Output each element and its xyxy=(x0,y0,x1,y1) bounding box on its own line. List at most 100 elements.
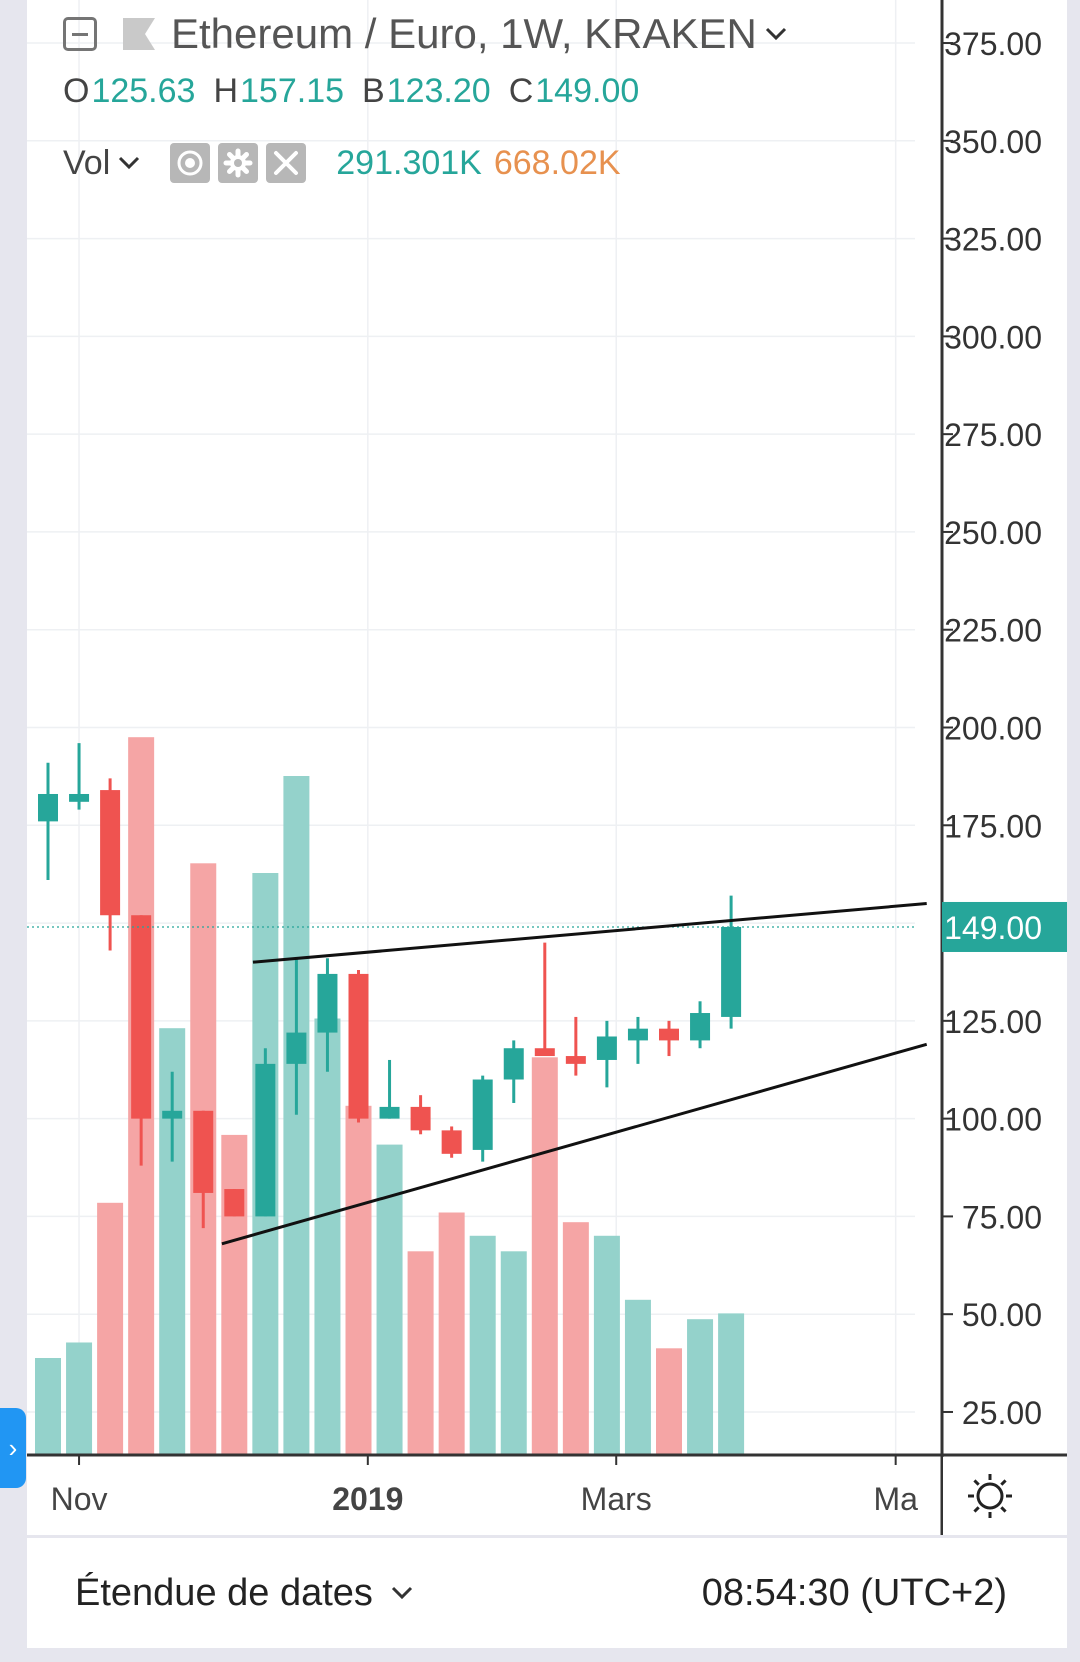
volume-label[interactable]: Vol xyxy=(63,143,111,182)
candle-body xyxy=(131,915,152,1119)
close-icon xyxy=(274,151,299,175)
y-tick-label: 225.00 xyxy=(944,613,1042,649)
candle xyxy=(131,915,152,1166)
candle-body xyxy=(100,790,121,916)
y-tick-label: 375.00 xyxy=(944,26,1042,62)
chevron-down-icon[interactable] xyxy=(765,27,787,41)
candle-body xyxy=(503,1048,524,1080)
trend-line xyxy=(252,902,927,964)
volume-value-up: 291.301K xyxy=(336,143,482,182)
y-tick-label: 125.00 xyxy=(944,1004,1042,1040)
volume-bar xyxy=(35,1358,61,1455)
volume-bar xyxy=(407,1251,434,1455)
visibility-button[interactable] xyxy=(170,143,211,183)
candle-body xyxy=(565,1056,586,1064)
x-tick-label: Nov xyxy=(51,1481,108,1517)
date-range-button[interactable]: Étendue de dates xyxy=(75,1572,413,1615)
y-tick-label: 75.00 xyxy=(962,1199,1042,1235)
candle xyxy=(379,1059,400,1119)
high-key: H xyxy=(213,71,239,110)
candle xyxy=(255,1048,276,1217)
candle-body xyxy=(441,1130,462,1154)
volume-bar xyxy=(624,1299,651,1455)
axis-corner xyxy=(943,1457,1067,1535)
candle-body xyxy=(472,1079,493,1150)
y-tick-label: 50.00 xyxy=(962,1297,1042,1333)
date-range-label: Étendue de dates xyxy=(75,1571,373,1614)
candle-body xyxy=(721,926,742,1017)
volume-bar xyxy=(687,1319,714,1455)
remove-button[interactable] xyxy=(266,143,307,183)
gear-icon xyxy=(223,148,253,178)
candle-body xyxy=(596,1036,617,1060)
volume-bar xyxy=(438,1212,465,1455)
last-price-tag xyxy=(942,901,1067,952)
candle-body xyxy=(224,1189,245,1217)
volume-value-ma: 668.02K xyxy=(493,143,621,182)
candle xyxy=(441,1126,462,1158)
candle-body xyxy=(193,1110,214,1193)
candle-body xyxy=(348,973,369,1119)
y-tick-label: 25.00 xyxy=(962,1395,1042,1431)
collapse-icon[interactable] xyxy=(63,17,97,51)
candle xyxy=(596,1020,617,1088)
volume-bar xyxy=(469,1235,496,1455)
symbol-title[interactable]: Ethereum / Euro, 1W, KRAKEN xyxy=(171,10,757,57)
ohlc-values: O 125.63 H 157.15 B 123.20 C 149.00 xyxy=(63,70,657,112)
high-value: 157.15 xyxy=(240,71,345,110)
legend-title-row[interactable]: Ethereum / Euro, 1W, KRAKEN xyxy=(63,6,787,62)
candle xyxy=(286,958,307,1115)
candle-body xyxy=(162,1110,183,1119)
candle-body xyxy=(69,793,90,802)
volume-bar xyxy=(593,1235,620,1455)
candle xyxy=(224,1189,245,1217)
candle-body xyxy=(38,793,58,822)
candle xyxy=(472,1075,493,1162)
volume-bar xyxy=(314,1018,341,1455)
y-tick-label: 275.00 xyxy=(944,417,1042,453)
candle xyxy=(38,762,58,881)
candle xyxy=(534,942,555,1057)
candle xyxy=(162,1071,183,1162)
chart-card[interactable]: 25.0050.0075.00100.00125.00150.00175.002… xyxy=(27,0,1067,1535)
last-price-label: 149.00 xyxy=(944,910,1042,946)
y-tick-label: 250.00 xyxy=(944,515,1042,551)
chevron-down-icon xyxy=(391,1586,412,1600)
open-value: 125.63 xyxy=(91,71,196,110)
candle-body xyxy=(286,1032,307,1064)
volume-bar xyxy=(500,1251,527,1455)
open-key: O xyxy=(63,71,90,110)
candle xyxy=(193,1110,214,1229)
volume-bar xyxy=(376,1144,403,1455)
candlestick-chart[interactable]: 25.0050.0075.00100.00125.00150.00175.002… xyxy=(27,0,1067,1535)
y-tick-label: 175.00 xyxy=(944,808,1042,844)
low-key: B xyxy=(362,71,385,110)
y-tick-label: 200.00 xyxy=(944,711,1042,747)
candle xyxy=(317,958,338,1072)
volume-bar xyxy=(345,1105,372,1455)
candle xyxy=(100,778,121,951)
volume-bar xyxy=(221,1134,248,1455)
y-tick-label: 325.00 xyxy=(944,222,1042,258)
volume-bar xyxy=(656,1348,682,1455)
volume-bar xyxy=(718,1313,745,1455)
side-panel-toggle[interactable]: › xyxy=(0,1408,26,1488)
candle xyxy=(565,1016,586,1076)
low-value: 123.20 xyxy=(386,71,491,110)
trend-line xyxy=(221,1042,928,1246)
bottom-bar: Étendue de dates 08:54:30 (UTC+2) xyxy=(27,1538,1067,1648)
candle-body xyxy=(255,1063,276,1217)
volume-legend-row: Vol xyxy=(63,140,621,186)
clock-timezone[interactable]: 08:54:30 (UTC+2) xyxy=(701,1571,1007,1614)
volume-bar xyxy=(97,1202,124,1455)
candle xyxy=(503,1040,524,1103)
settings-button[interactable] xyxy=(218,143,259,183)
volume-bar xyxy=(283,776,310,1455)
candle xyxy=(659,1020,679,1057)
volume-bar xyxy=(531,1057,558,1455)
sun-settings-icon xyxy=(968,1474,1012,1518)
candle xyxy=(721,895,742,1029)
candle xyxy=(69,743,90,810)
eye-icon xyxy=(177,150,203,176)
chevron-down-icon[interactable] xyxy=(118,156,140,170)
